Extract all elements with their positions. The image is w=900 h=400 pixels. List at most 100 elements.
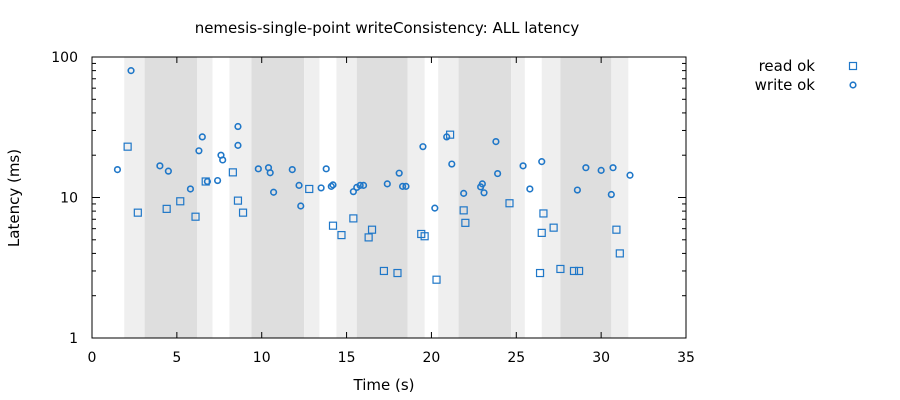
nemesis-band xyxy=(611,57,629,338)
data-points xyxy=(113,67,634,284)
x-tick-label: 25 xyxy=(507,350,525,366)
write-ok-point xyxy=(538,158,546,166)
write-ok-point xyxy=(219,156,227,164)
read-ok-point xyxy=(420,232,429,241)
write-ok-point xyxy=(582,164,590,172)
write-ok-point xyxy=(349,188,357,196)
write-ok-point xyxy=(398,182,407,190)
nemesis-band xyxy=(124,57,145,338)
write-ok-point xyxy=(297,202,305,210)
read-ok-point xyxy=(201,177,210,186)
nemesis-band xyxy=(144,57,198,338)
write-ok-point xyxy=(478,180,486,188)
read-ok-point xyxy=(574,266,584,276)
read-ok-point xyxy=(176,197,185,206)
write-ok-point xyxy=(269,188,278,196)
read-ok-point xyxy=(367,225,377,234)
write-ok-point xyxy=(443,133,451,141)
legend-label: write ok xyxy=(755,76,816,94)
write-ok-point xyxy=(480,189,488,197)
read-ok-point xyxy=(537,228,546,237)
read-ok-point xyxy=(337,230,346,240)
read-ok-point xyxy=(191,212,200,221)
write-ok-point xyxy=(198,133,206,141)
write-ok-point xyxy=(203,177,212,186)
write-ok-point xyxy=(295,181,303,189)
write-ok-point xyxy=(494,169,502,178)
x-axis-label: Time (s) xyxy=(353,376,415,394)
write-ok-point xyxy=(573,186,581,194)
write-ok-point xyxy=(492,137,500,146)
read-ok-point xyxy=(549,223,558,232)
legend-label: read ok xyxy=(759,57,816,75)
write-ok-point xyxy=(317,184,325,192)
write-ok-point xyxy=(609,164,617,172)
x-tick-label: 30 xyxy=(592,350,610,366)
nemesis-band xyxy=(511,57,525,338)
nemesis-bands xyxy=(124,57,629,338)
write-ok-point xyxy=(186,185,195,193)
read-ok-point xyxy=(162,204,171,213)
nemesis-band xyxy=(438,57,459,338)
read-ok-point xyxy=(379,266,389,276)
nemesis-band xyxy=(560,57,612,338)
write-ok-point xyxy=(460,189,468,197)
read-ok-point xyxy=(505,199,514,208)
read-ok-point xyxy=(228,168,237,177)
write-ok-point xyxy=(322,165,330,173)
read-ok-point xyxy=(569,266,579,276)
x-tick-label: 15 xyxy=(338,350,356,366)
axes: 0 5 10 15 20 25 30 35 1 10 100 xyxy=(51,50,695,366)
nemesis-band xyxy=(304,57,320,338)
nemesis-band xyxy=(251,57,305,338)
read-ok-point xyxy=(459,206,468,215)
x-tick-label: 35 xyxy=(677,350,695,366)
write-ok-point xyxy=(419,143,427,151)
write-ok-point xyxy=(359,181,368,189)
write-ok-point xyxy=(213,176,222,185)
read-ok-point xyxy=(539,209,548,218)
nemesis-band xyxy=(541,57,561,338)
y-axis-label: Latency (ms) xyxy=(5,149,23,247)
read-ok-point xyxy=(461,218,470,227)
write-ok-point xyxy=(234,122,242,131)
nemesis-band xyxy=(356,57,408,338)
read-ok-point xyxy=(556,264,565,274)
write-ok-point xyxy=(164,167,172,175)
write-ok-point xyxy=(356,181,364,189)
y-tick-label: 100 xyxy=(51,50,78,66)
read-ok-point xyxy=(535,268,545,278)
read-ok-point xyxy=(123,142,132,151)
legend-marker xyxy=(849,81,857,89)
write-ok-point xyxy=(127,67,135,75)
nemesis-band xyxy=(197,57,213,338)
write-ok-point xyxy=(448,160,456,168)
write-ok-point xyxy=(288,165,296,174)
write-ok-point xyxy=(234,141,242,149)
read-ok-point xyxy=(233,196,243,205)
write-ok-point xyxy=(402,182,410,190)
write-ok-point xyxy=(113,165,122,174)
chart-title: nemesis-single-point writeConsistency: A… xyxy=(195,19,580,37)
write-ok-point xyxy=(607,190,615,199)
write-ok-point xyxy=(329,181,337,189)
read-ok-point xyxy=(328,221,338,230)
read-ok-point xyxy=(432,275,441,284)
read-ok-point xyxy=(238,208,248,217)
nemesis-band xyxy=(458,57,512,338)
write-ok-point xyxy=(526,185,534,193)
read-ok-point xyxy=(364,233,373,242)
legend-marker xyxy=(848,61,858,71)
y-tick-label: 10 xyxy=(60,191,78,207)
nemesis-band xyxy=(336,57,357,338)
x-tick-label: 20 xyxy=(423,350,441,366)
y-tick-label: 1 xyxy=(69,331,78,347)
nemesis-band xyxy=(407,57,425,338)
read-ok-point xyxy=(305,184,314,194)
write-ok-point xyxy=(597,166,605,174)
x-tick-label: 0 xyxy=(88,350,97,366)
read-ok-point xyxy=(615,249,624,258)
write-ok-point xyxy=(519,162,527,170)
